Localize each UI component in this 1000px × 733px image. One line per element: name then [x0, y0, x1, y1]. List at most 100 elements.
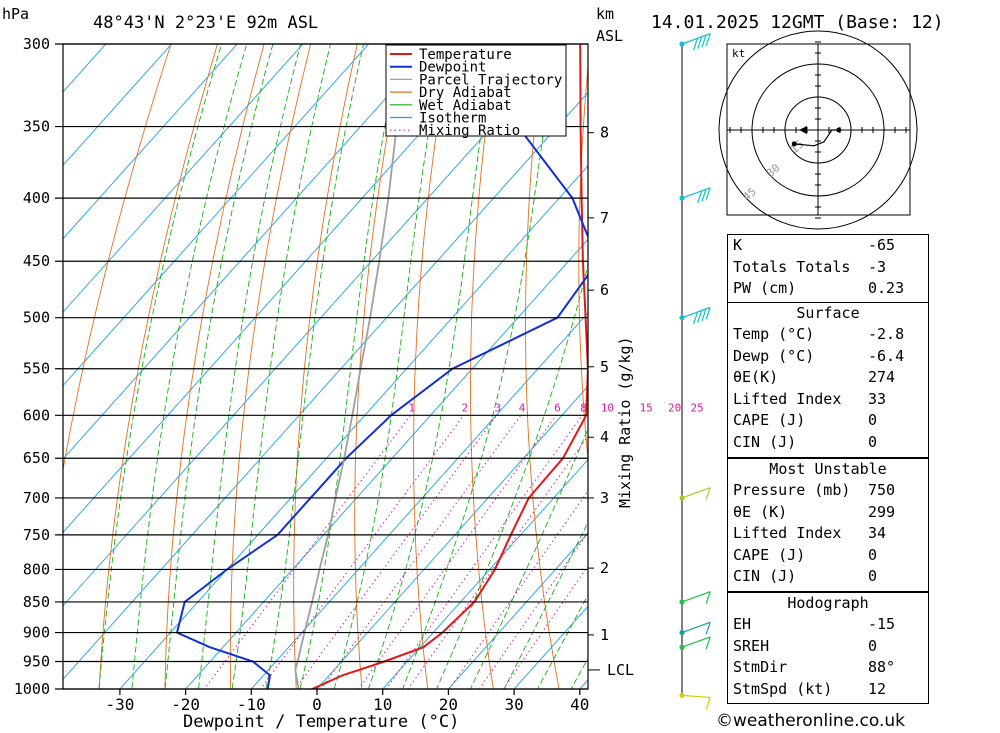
surface-row: Lifted Index 33 [733, 389, 887, 408]
dry-adiabat-line [960, 7, 1000, 715]
most-unstable-row: Lifted Index 34 [733, 524, 887, 542]
x-tick-label: 40 [570, 695, 589, 714]
index-row-pw: PW (cm) 0.23 [733, 279, 905, 297]
hodograph-unit: kt [732, 47, 745, 60]
profile-temperature [310, 44, 588, 689]
most-unstable-row: CAPE (J) 0 [733, 545, 878, 564]
dry-adiabat-line [63, 44, 172, 473]
x-tick-label: 0 [312, 695, 322, 714]
mixing-ratio-axis-label: Mixing Ratio (g/kg) [616, 336, 634, 508]
pressure-tick-label: 300 [23, 35, 50, 53]
legend-entry: Mixing Ratio [419, 123, 520, 139]
hodograph-row: SREH 0 [733, 636, 878, 655]
dry-adiabat-line [578, 62, 588, 464]
mixing-ratio-label: 20 [668, 401, 681, 414]
wet-adiabat-line [197, 44, 302, 689]
wind-barb-flag [692, 311, 699, 325]
mixing-ratio-label: 8 [580, 401, 587, 414]
mixing-ratio-label: 3 [495, 401, 502, 414]
legend-entry: Dewpoint [419, 60, 486, 76]
dry-adiabat-line [354, 44, 405, 689]
km-tick-label: 8 [600, 124, 609, 142]
mixing-ratio-label: 25 [690, 401, 703, 414]
wind-barb-flag [705, 591, 711, 604]
isotherm-line [119, 165, 588, 689]
mixing-ratio-line [407, 435, 588, 689]
asl-label: ASL [596, 27, 623, 45]
km-tick-label: 3 [600, 489, 609, 507]
mixing-ratio-line [259, 415, 465, 689]
mixing-ratio-line [385, 415, 583, 689]
legend-entry: Parcel Trajectory [419, 72, 562, 88]
isotherm-line [63, 44, 567, 607]
hodograph-point [791, 141, 797, 147]
hodograph-table-title: Hodograph [787, 594, 869, 612]
surface-row: θE(K) 274 [733, 368, 896, 386]
isotherm-line [63, 44, 304, 313]
hodograph-ring [718, 30, 918, 230]
wind-barb-flag [705, 697, 711, 710]
wet-adiabat-line [98, 44, 223, 689]
legend-entry: Temperature [419, 47, 512, 63]
wet-adiabat-line [333, 44, 445, 689]
dry-adiabat-line [413, 44, 451, 689]
pressure-tick-label: 650 [23, 449, 50, 467]
pressure-tick-label: 1000 [14, 680, 50, 698]
wind-barb-flag [705, 622, 711, 635]
wind-barb-flag [705, 187, 711, 201]
wet-adiabat-line [299, 44, 402, 689]
surface-title: Surface [796, 304, 860, 322]
hodograph-row: EH -15 [733, 615, 896, 633]
profile-parcel-trajectory [294, 44, 409, 689]
location-title: 48°43'N 2°23'E 92m ASL [93, 13, 318, 33]
km-tick-label: 5 [600, 358, 609, 376]
x-tick-label: -10 [237, 695, 266, 714]
wind-barb-dot [679, 629, 685, 636]
isotherm-line [63, 91, 588, 680]
pressure-tick-label: 450 [23, 252, 50, 270]
mixing-ratio-line [203, 414, 411, 689]
pressure-tick-label: 600 [23, 406, 50, 424]
pressure-tick-label: 950 [23, 653, 50, 671]
hodograph-row: StmSpd (kt) 12 [733, 679, 887, 698]
isotherm-line [63, 44, 173, 166]
km-tick-label: 6 [600, 281, 609, 299]
mixing-ratio-label: 15 [640, 401, 653, 414]
wet-adiabat-line [436, 263, 588, 689]
wind-barb-flag [697, 310, 703, 323]
mixing-ratio-line [448, 490, 588, 689]
surface-row: CAPE (J) 0 [733, 411, 878, 429]
wind-barb-flag [705, 33, 711, 46]
wind-barb-flag [697, 36, 703, 49]
most-unstable-row: θE (K) 299 [733, 502, 896, 521]
isotherm-line [63, 44, 370, 387]
most-unstable-box: Most Unstable Pressure (mb) 750 θE (K) 299… [727, 458, 929, 592]
mixing-ratio-label: 2 [462, 401, 469, 414]
km-tick-label: 7 [600, 209, 609, 227]
credit-link[interactable]: ©weatheronline.co.uk [716, 711, 906, 731]
legend-entry: Wet Adiabat [419, 98, 512, 114]
wind-barb-shaft [681, 636, 711, 648]
dry-adiabat-line [525, 44, 560, 689]
wind-barb-flag [697, 190, 703, 204]
profile-dewpoint [175, 44, 588, 689]
hodograph-point [836, 127, 842, 133]
wet-adiabat-line [265, 44, 364, 689]
index-row-totals: Totals Totals -3 [733, 257, 887, 276]
wind-barb-flag [705, 307, 711, 320]
mixing-ratio-label: 4 [519, 401, 526, 414]
isotherm-line [250, 312, 588, 689]
pressure-unit-label: hPa [2, 5, 29, 23]
pressure-tick-label: 500 [23, 309, 50, 327]
km-tick-label: 4 [600, 428, 609, 446]
wind-barb-flag [701, 189, 707, 202]
wet-adiabat-line [231, 44, 331, 689]
pressure-tick-label: 550 [23, 360, 50, 378]
mixing-ratio-line [320, 415, 522, 689]
pressure-tick-label: 400 [23, 189, 50, 207]
dry-adiabat-line [470, 44, 498, 689]
wind-barb-flag [705, 636, 711, 650]
